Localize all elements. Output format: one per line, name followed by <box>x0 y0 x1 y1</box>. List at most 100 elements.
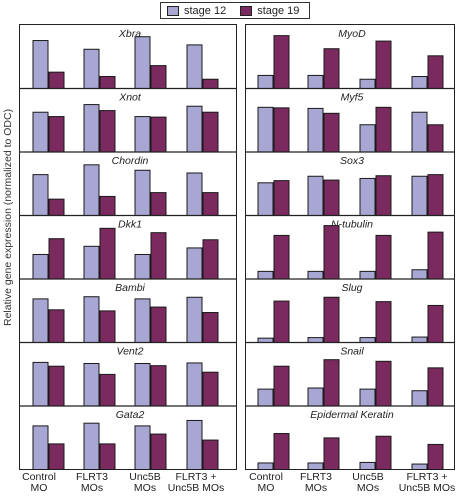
bar-stage12 <box>307 107 324 153</box>
bar-stage12 <box>359 388 376 407</box>
bar-stage19 <box>273 35 290 89</box>
bar-stage19 <box>323 437 340 471</box>
bar-stage19 <box>150 365 167 407</box>
panel-title-dkk1: Dkk1 <box>118 219 142 231</box>
x-label-line2: MOs <box>356 482 380 494</box>
bar-stage19 <box>323 48 340 89</box>
right-column-frame <box>245 24 455 470</box>
bar-stage19 <box>273 365 290 407</box>
bar-stage12 <box>307 387 324 407</box>
panel-title-slug: Slug <box>341 282 362 294</box>
bar-stage19 <box>427 55 444 89</box>
bar-stage19 <box>375 360 392 407</box>
bar-stage19 <box>99 195 116 217</box>
bar-stage12 <box>411 336 428 343</box>
bar-stage19 <box>375 40 392 89</box>
x-label-line1: FLRT3 <box>76 471 108 483</box>
bar-stage12 <box>411 269 428 280</box>
x-label-line2: MOs <box>80 482 104 494</box>
x-label-line2: MOs <box>133 482 157 494</box>
bar-stage12 <box>83 362 100 407</box>
bar-stage19 <box>99 443 116 471</box>
bar-stage12 <box>32 425 49 470</box>
bar-stage19 <box>375 175 392 216</box>
bar-stage19 <box>427 367 444 407</box>
bar-stage19 <box>375 435 392 471</box>
bar-stage12 <box>411 463 428 470</box>
x-label-left-flrt3: FLRT3 MOs <box>60 472 124 494</box>
bar-stage19 <box>375 106 392 153</box>
bar-stage12 <box>186 172 203 217</box>
legend: stage 12 stage 19 <box>160 2 310 19</box>
bar-stage19 <box>202 111 219 153</box>
x-label-line1: Control <box>22 471 56 483</box>
x-label-right-unc5b: Unc5B MOs <box>336 472 400 494</box>
bar-stage12 <box>83 245 100 280</box>
bar-stage19 <box>150 232 167 280</box>
bar-stage12 <box>307 175 324 216</box>
bar-stage12 <box>359 337 376 344</box>
x-label-line1: Control <box>249 471 283 483</box>
bar-stage12 <box>32 298 49 343</box>
bar-stage12 <box>359 124 376 153</box>
x-label-right-combo: FLRT3 + Unc5B MOs <box>395 472 459 494</box>
panel-title-myf5: Myf5 <box>341 92 364 104</box>
bar-stage19 <box>323 225 340 280</box>
bar-stage19 <box>202 371 219 407</box>
bar-stage12 <box>32 253 49 280</box>
bar-stage19 <box>202 439 219 471</box>
x-label-line1: Unc5B <box>129 471 161 483</box>
bar-stage19 <box>48 198 65 216</box>
x-label-line2: Unc5B MOs <box>167 482 225 494</box>
bar-stage19 <box>375 301 392 343</box>
bar-stage12 <box>32 111 49 153</box>
bar-stage19 <box>273 300 290 343</box>
panel-title-chordin: Chordin <box>112 155 149 167</box>
panel-title-sox3: Sox3 <box>340 155 364 167</box>
bar-stage12 <box>32 40 49 89</box>
bar-stage12 <box>411 390 428 407</box>
legend-label-stage-12: stage 12 <box>184 4 227 17</box>
panel-title-n-tubulin: N-tubulin <box>331 219 373 231</box>
bar-stage19 <box>48 365 65 407</box>
bar-stage12 <box>257 270 274 280</box>
x-label-left-combo: FLRT3 + Unc5B MOs <box>164 472 228 494</box>
bar-stage19 <box>323 359 340 407</box>
x-label-line1: FLRT3 <box>300 471 332 483</box>
bar-stage19 <box>323 112 340 153</box>
bar-stage19 <box>99 76 116 90</box>
bar-stage12 <box>134 362 151 407</box>
bar-stage12 <box>411 175 428 216</box>
x-label-line2: MO <box>257 482 275 494</box>
x-label-left-control: Control MO <box>7 472 71 494</box>
bar-stage12 <box>307 462 324 470</box>
x-label-line1: FLRT3 + <box>406 471 448 483</box>
x-label-line2: MOs <box>304 482 328 494</box>
bar-stage12 <box>257 462 274 470</box>
bar-stage12 <box>411 111 428 153</box>
bar-stage12 <box>257 182 274 217</box>
bar-stage19 <box>99 373 116 407</box>
bar-stage19 <box>48 71 65 90</box>
x-label-line1: Unc5B <box>352 471 384 483</box>
bar-stage19 <box>427 231 444 280</box>
bar-stage12 <box>186 105 203 153</box>
bar-stage12 <box>83 422 100 470</box>
x-label-right-control: Control MO <box>234 472 298 494</box>
bar-stage12 <box>134 169 151 216</box>
bar-stage12 <box>359 270 376 280</box>
x-label-left-unc5b: Unc5B MOs <box>113 472 177 494</box>
bar-stage12 <box>32 361 49 407</box>
legend-item-stage-12: stage 12 <box>167 5 226 17</box>
x-label-line2: MO <box>30 482 48 494</box>
bar-stage12 <box>359 78 376 90</box>
bar-stage19 <box>375 234 392 280</box>
bar-stage12 <box>83 164 100 217</box>
bar-stage19 <box>323 296 340 344</box>
bar-stage12 <box>186 247 203 280</box>
bar-stage19 <box>99 310 116 344</box>
bar-stage12 <box>83 296 100 343</box>
bar-stage12 <box>83 104 100 153</box>
bar-stage12 <box>257 337 274 344</box>
